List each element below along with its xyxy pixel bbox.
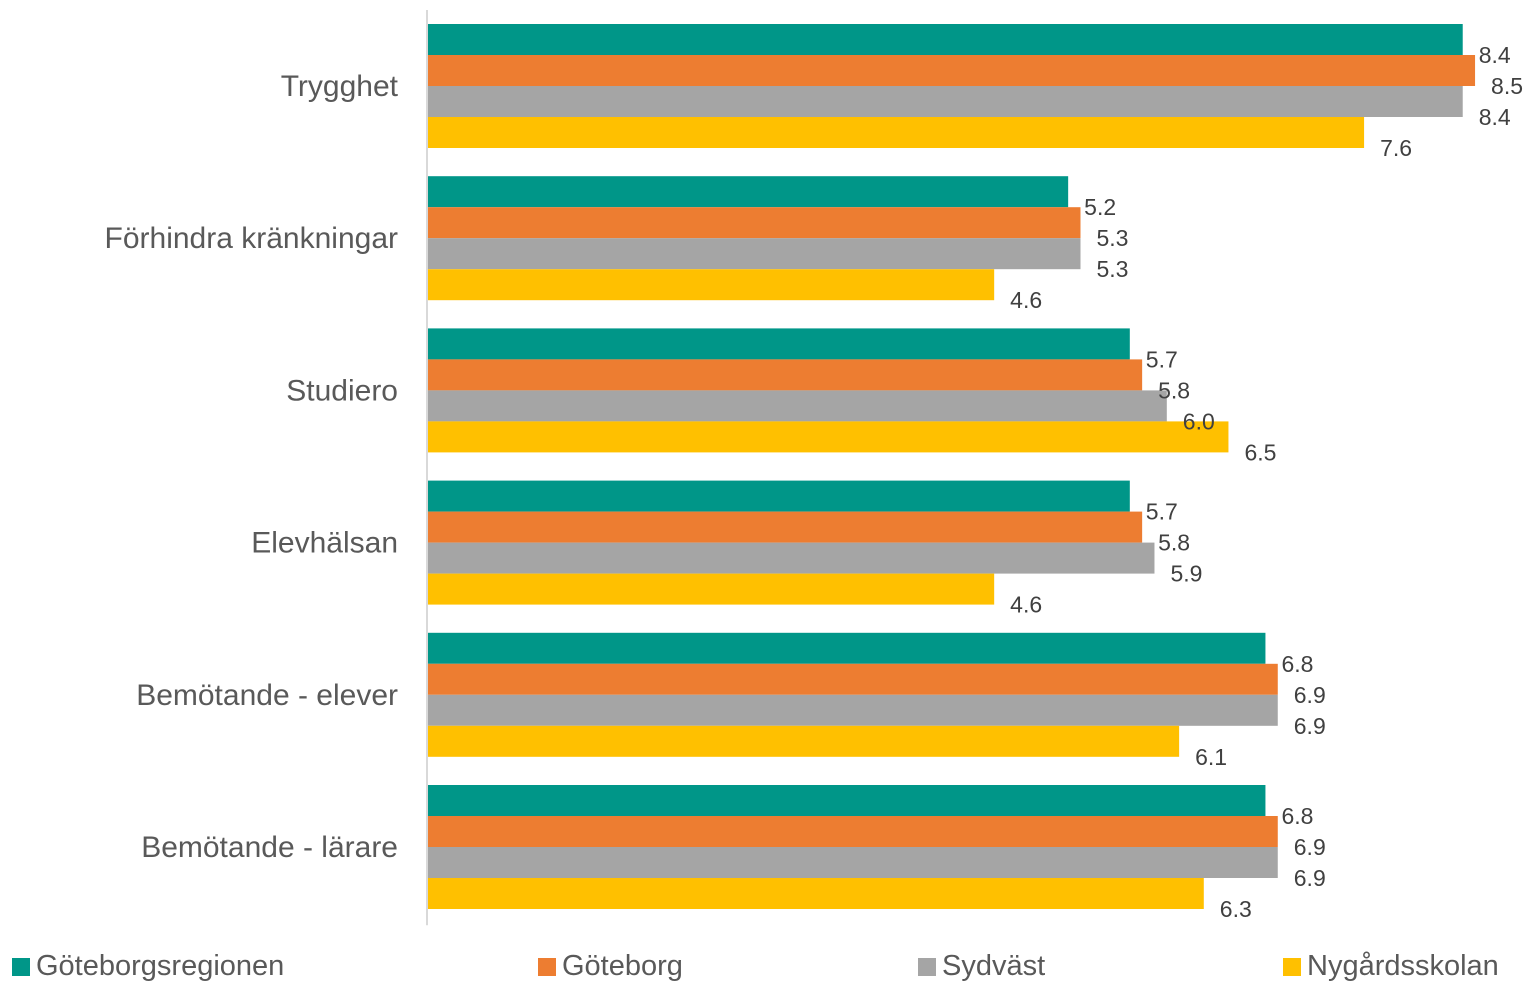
- category-label-bemotande-larare: Bemötande - lärare: [141, 831, 398, 864]
- category-label-forhindra-krankningar: Förhindra kränkningar: [105, 222, 398, 255]
- legend-swatch-nygardsskolan: [1283, 957, 1301, 976]
- data-label-goteborg-trygghet: 8.5: [1491, 73, 1523, 99]
- data-label-goteborg-bemotande-larare: 6.9: [1294, 834, 1326, 860]
- bar-nygardsskolan-elevhalsan: [427, 573, 995, 605]
- data-label-goteborg-bemotande-elever: 6.9: [1294, 682, 1326, 708]
- bar-goteborgsregionen-bemotande-elever: [427, 632, 1266, 664]
- bar-goteborg-bemotande-larare: [427, 816, 1278, 847]
- data-label-nygardsskolan-forhindra-krankningar: 4.6: [1010, 287, 1042, 313]
- category-label-elevhalsan: Elevhälsan: [251, 527, 398, 560]
- bar-goteborgsregionen-trygghet: [427, 24, 1463, 55]
- bar-goteborgsregionen-studiero: [427, 328, 1130, 360]
- data-label-goteborgsregionen-elevhalsan: 5.7: [1146, 499, 1178, 525]
- bar-goteborg-elevhalsan: [427, 511, 1143, 543]
- data-label-goteborgsregionen-bemotande-elever: 6.8: [1281, 651, 1313, 677]
- data-label-goteborg-elevhalsan: 5.8: [1158, 530, 1190, 556]
- data-labels: 8.4 8.5 8.4 7.6 5.2 5.3 5.3 4.6 5.7 5.8 6.0 6.5 5.7 5…: [1010, 42, 1523, 922]
- bar-sydvast-studiero: [427, 390, 1167, 422]
- legend-swatch-goteborgsregionen: [12, 957, 30, 976]
- category-label-studiero: Studiero: [286, 374, 398, 407]
- category-labels: Trygghet Förhindra kränkningar Studiero Ele…: [105, 70, 399, 864]
- legend-item-nygardsskolan: Nygårdsskolan: [1283, 948, 1499, 985]
- category-label-bemotande-elever: Bemötande - elever: [136, 679, 398, 712]
- legend-label-nygardsskolan: Nygårdsskolan: [1307, 950, 1499, 982]
- legend-item-goteborgsregionen: Göteborgsregionen: [12, 948, 284, 985]
- bar-sydvast-bemotande-larare: [427, 847, 1278, 878]
- data-label-goteborg-forhindra-krankningar: 5.3: [1096, 225, 1128, 251]
- data-label-goteborgsregionen-studiero: 5.7: [1146, 346, 1178, 372]
- legend-item-sydvast: Sydväst: [918, 948, 1045, 985]
- legend-label-goteborgsregionen: Göteborgsregionen: [36, 950, 285, 982]
- data-label-sydvast-trygghet: 8.4: [1479, 104, 1511, 130]
- data-label-nygardsskolan-studiero: 6.5: [1244, 439, 1276, 465]
- bar-goteborgsregionen-bemotande-larare: [427, 785, 1266, 816]
- bar-sydvast-elevhalsan: [427, 542, 1155, 574]
- data-label-goteborgsregionen-bemotande-larare: 6.8: [1281, 803, 1313, 829]
- bar-nygardsskolan-forhindra-krankningar: [427, 269, 995, 301]
- data-label-goteborgsregionen-forhindra-krankningar: 5.2: [1084, 194, 1116, 220]
- data-label-nygardsskolan-bemotande-larare: 6.3: [1220, 896, 1252, 922]
- legend-swatch-sydvast: [918, 957, 936, 976]
- bar-nygardsskolan-studiero: [427, 421, 1229, 453]
- bar-goteborgsregionen-forhindra-krankningar: [427, 176, 1069, 208]
- legend-swatch-goteborg: [538, 957, 556, 976]
- bar-chart: Trygghet Förhindra kränkningar Studiero Ele…: [105, 10, 1523, 926]
- bar-goteborg-bemotande-elever: [427, 663, 1278, 695]
- category-label-trygghet: Trygghet: [281, 70, 399, 103]
- data-label-sydvast-studiero: 6.0: [1183, 408, 1215, 434]
- bar-sydvast-forhindra-krankningar: [427, 238, 1081, 270]
- bar-sydvast-trygghet: [427, 86, 1463, 117]
- data-label-sydvast-elevhalsan: 5.9: [1170, 561, 1202, 587]
- bar-goteborg-forhindra-krankningar: [427, 207, 1081, 239]
- bars-group: [427, 24, 1476, 909]
- legend-item-goteborg: Göteborg: [538, 948, 683, 985]
- data-label-goteborg-studiero: 5.8: [1158, 377, 1190, 403]
- data-label-nygardsskolan-trygghet: 7.6: [1380, 135, 1412, 161]
- bar-nygardsskolan-bemotande-elever: [427, 725, 1180, 757]
- data-label-nygardsskolan-elevhalsan: 4.6: [1010, 592, 1042, 618]
- bar-goteborg-studiero: [427, 359, 1143, 391]
- data-label-sydvast-bemotande-larare: 6.9: [1294, 865, 1326, 891]
- data-label-sydvast-bemotande-elever: 6.9: [1294, 713, 1326, 739]
- bar-nygardsskolan-bemotande-larare: [427, 878, 1204, 909]
- bar-sydvast-bemotande-elever: [427, 694, 1278, 726]
- chart-legend: Göteborgsregionen Göteborg Sydväst Nygårdss…: [0, 948, 1533, 985]
- data-label-nygardsskolan-bemotande-elever: 6.1: [1195, 744, 1227, 770]
- data-label-sydvast-forhindra-krankningar: 5.3: [1096, 256, 1128, 282]
- bar-goteborg-trygghet: [427, 55, 1476, 86]
- legend-label-sydvast: Sydväst: [942, 950, 1046, 982]
- bar-goteborgsregionen-elevhalsan: [427, 480, 1130, 512]
- bar-nygardsskolan-trygghet: [427, 117, 1365, 148]
- data-label-goteborgsregionen-trygghet: 8.4: [1479, 42, 1511, 68]
- legend-label-goteborg: Göteborg: [562, 950, 683, 982]
